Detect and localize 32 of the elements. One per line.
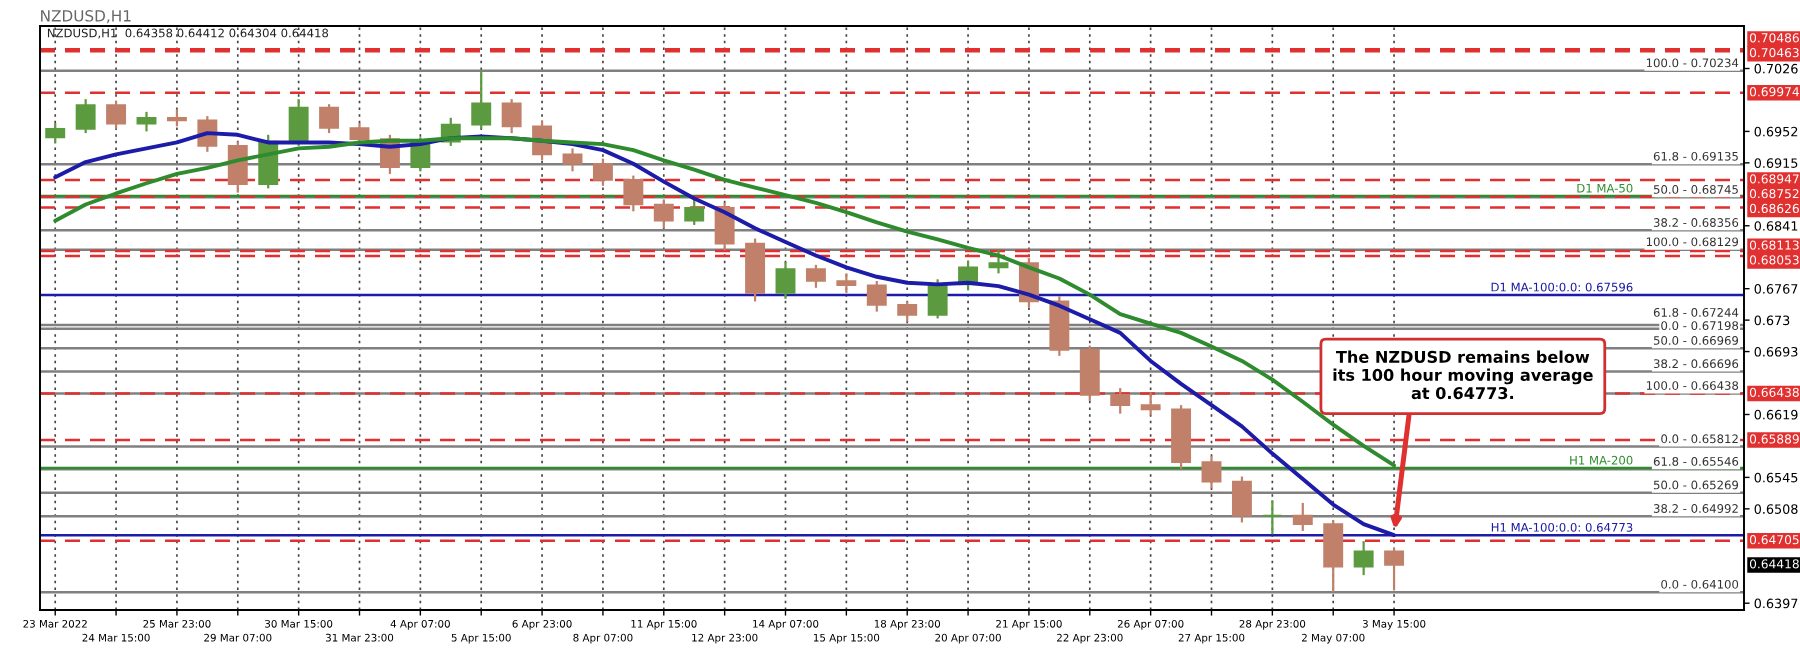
candlestick	[1323, 518, 1344, 594]
candlestick	[897, 300, 918, 323]
candlestick	[319, 103, 340, 135]
candlestick	[349, 121, 370, 145]
candlestick	[1201, 455, 1222, 490]
candlestick	[805, 263, 826, 289]
candlestick	[623, 174, 644, 213]
candlestick	[1140, 391, 1161, 417]
candlestick	[1231, 475, 1252, 524]
candlestick	[684, 195, 705, 227]
candlestick	[1292, 501, 1313, 533]
annotation: The NZDUSD remains below its 100 hour moving average at 0.64773.	[1333, 350, 1593, 400]
candlestick	[1353, 540, 1374, 577]
candlestick	[75, 98, 96, 135]
candlestick	[106, 99, 127, 130]
candlestick	[1110, 387, 1131, 415]
candlestick	[866, 279, 887, 313]
candlestick	[288, 98, 309, 147]
candlestick	[136, 110, 157, 133]
candlestick	[836, 272, 857, 295]
candlestick	[471, 69, 492, 130]
candlestick	[988, 248, 1009, 275]
candlestick	[775, 261, 796, 300]
candlestick	[1262, 499, 1283, 536]
candlestick	[562, 147, 583, 173]
candlestick	[45, 121, 66, 145]
candlestick	[653, 198, 674, 230]
candlestick	[927, 278, 948, 320]
candlestick	[1384, 546, 1405, 592]
candlestick	[1079, 344, 1100, 402]
candlestick	[501, 98, 522, 135]
candlestick	[592, 157, 613, 187]
